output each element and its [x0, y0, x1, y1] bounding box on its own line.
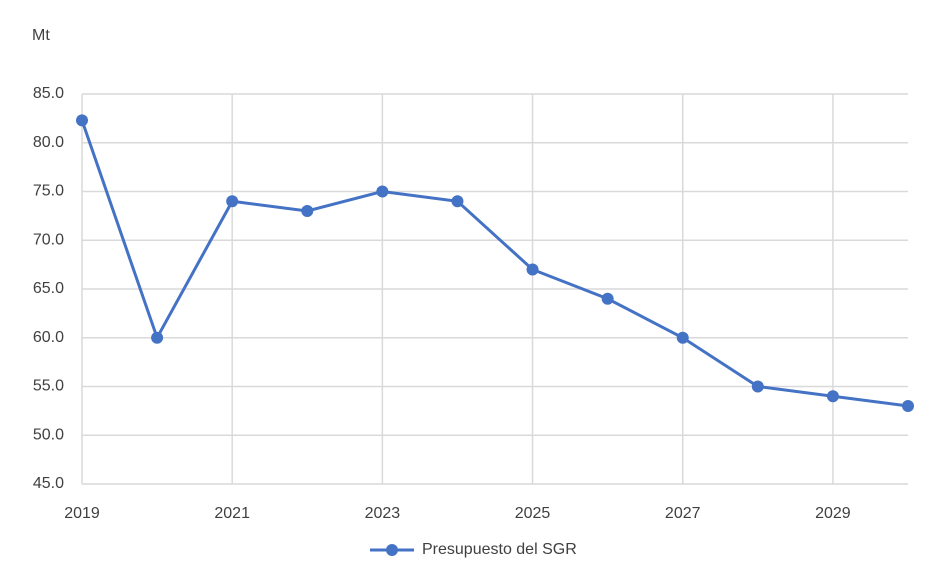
y-tick-label: 60.0 [33, 329, 64, 346]
data-point [826, 390, 839, 403]
data-point [902, 400, 914, 412]
y-tick-label: 80.0 [33, 134, 64, 151]
x-tick-label: 2019 [64, 505, 100, 522]
y-tick-label: 70.0 [33, 231, 64, 248]
y-tick-label: 75.0 [33, 183, 64, 200]
data-point [151, 331, 164, 344]
data-point [226, 195, 239, 208]
x-tick-label: 2027 [665, 505, 701, 522]
data-point [76, 114, 88, 127]
data-line [80, 119, 909, 408]
x-tick-label: 2025 [515, 505, 551, 522]
data-point [376, 185, 389, 198]
y-tick-label: 65.0 [33, 280, 64, 297]
data-point [451, 195, 464, 208]
data-point [751, 380, 764, 393]
y-tick-label: 50.0 [33, 426, 64, 443]
data-point [676, 331, 689, 344]
data-point [601, 292, 614, 305]
data-point [526, 263, 539, 276]
legend-marker [386, 544, 398, 556]
x-tick-label: 2029 [815, 505, 851, 522]
x-tick-label: 2021 [214, 505, 250, 522]
data-point [301, 205, 314, 217]
y-tick-label: 45.0 [33, 475, 64, 492]
y-axis-label: Mt [32, 27, 50, 44]
y-tick-label: 85.0 [33, 85, 64, 102]
x-tick-label: 2023 [365, 505, 401, 522]
y-tick-label: 55.0 [33, 378, 64, 395]
legend-label: Presupuesto del SGR [422, 541, 577, 558]
